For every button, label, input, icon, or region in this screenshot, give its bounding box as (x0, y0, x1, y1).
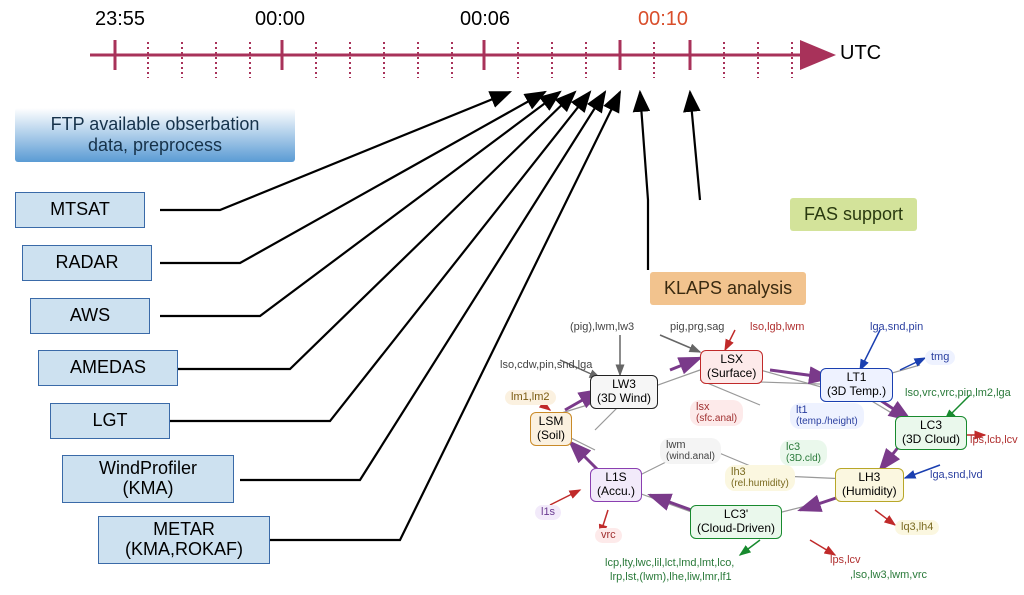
lbl-pig-prg: pig,prg,sag (670, 322, 724, 333)
pill-lm12: lm1,lm2 (505, 390, 556, 405)
time-label-2: 00:00 (255, 8, 305, 31)
pill-tmg: tmg (925, 350, 955, 365)
lbl-lga-snd-lvd: lga,snd,lvd (930, 470, 983, 481)
src-aws: AWS (30, 298, 150, 334)
lbl-lso-vrc: lso,vrc,vrc,pin,lm2,lga (905, 388, 1011, 399)
klaps-banner: KLAPS analysis (650, 272, 806, 305)
time-label-3: 00:06 (460, 8, 510, 31)
lbl-lps-lcv: lps,lcv (830, 555, 861, 566)
pill-lwm: lwm(wind.anal) (660, 438, 721, 464)
src-mtsat: MTSAT (15, 192, 145, 228)
node-lsx: LSX(Surface) (700, 350, 763, 384)
lbl-lso-lw3: ,lso,lw3,lwm,vrc (850, 570, 927, 581)
node-lc3: LC3(3D Cloud) (895, 416, 967, 450)
pill-lsxp: lsx(sfc.anal) (690, 400, 743, 426)
utc-label: UTC (840, 42, 881, 65)
lbl-lps-lcb: lps,lcb,lcv (970, 435, 1018, 446)
src-lgt: LGT (50, 403, 170, 439)
node-lsm: LSM(Soil) (530, 412, 572, 446)
pill-vrc: vrc (595, 528, 622, 543)
time-label-4: 00:10 (638, 8, 688, 31)
klaps-text: KLAPS analysis (664, 278, 792, 298)
node-lw3: LW3(3D Wind) (590, 375, 658, 409)
node-l1s: L1S(Accu.) (590, 468, 642, 502)
time-label-1: 23:55 (95, 8, 145, 31)
lbl-lso-lgb: lso,lgb,lwm (750, 322, 804, 333)
pill-lt1p: lt1(temp./height) (790, 403, 864, 429)
lbl-lso-cdw: lso,cdw,pin,snd,lga (500, 360, 592, 371)
node-lt1: LT1(3D Temp.) (820, 368, 893, 402)
src-metar: METAR(KMA,ROKAF) (98, 516, 270, 564)
timeline-svg (0, 0, 1024, 595)
lbl-lcp-2: lrp,lst,(lwm),lhe,liw,lmr,lf1 (610, 572, 732, 583)
node-lh3: LH3(Humidity) (835, 468, 904, 502)
ftp-line2: data, preprocess (29, 135, 281, 156)
lbl-lcp-1: lcp,lty,lwc,lil,lct,lmd,lmt,lco, (605, 558, 734, 569)
fas-text: FAS support (804, 204, 903, 224)
ftp-banner: FTP available obserbation data, preproce… (15, 108, 295, 162)
ftp-line1: FTP available obserbation (29, 114, 281, 135)
src-radar: RADAR (22, 245, 152, 281)
src-windprofiler: WindProfiler(KMA) (62, 455, 234, 503)
pill-lc3g: lc3(3D.cld) (780, 440, 827, 466)
lbl-lga-snd: lga,snd,pin (870, 322, 923, 333)
pill-lq3lh4: lq3,lh4 (895, 520, 939, 535)
lbl-pig-lwm: (pig),lwm,lw3 (570, 322, 634, 333)
node-lc3p: LC3'(Cloud-Driven) (690, 505, 782, 539)
fas-banner: FAS support (790, 198, 917, 231)
pill-l1sp: l1s (535, 505, 561, 520)
pill-lh3p: lh3(rel.humidity) (725, 465, 795, 491)
src-amedas: AMEDAS (38, 350, 178, 386)
